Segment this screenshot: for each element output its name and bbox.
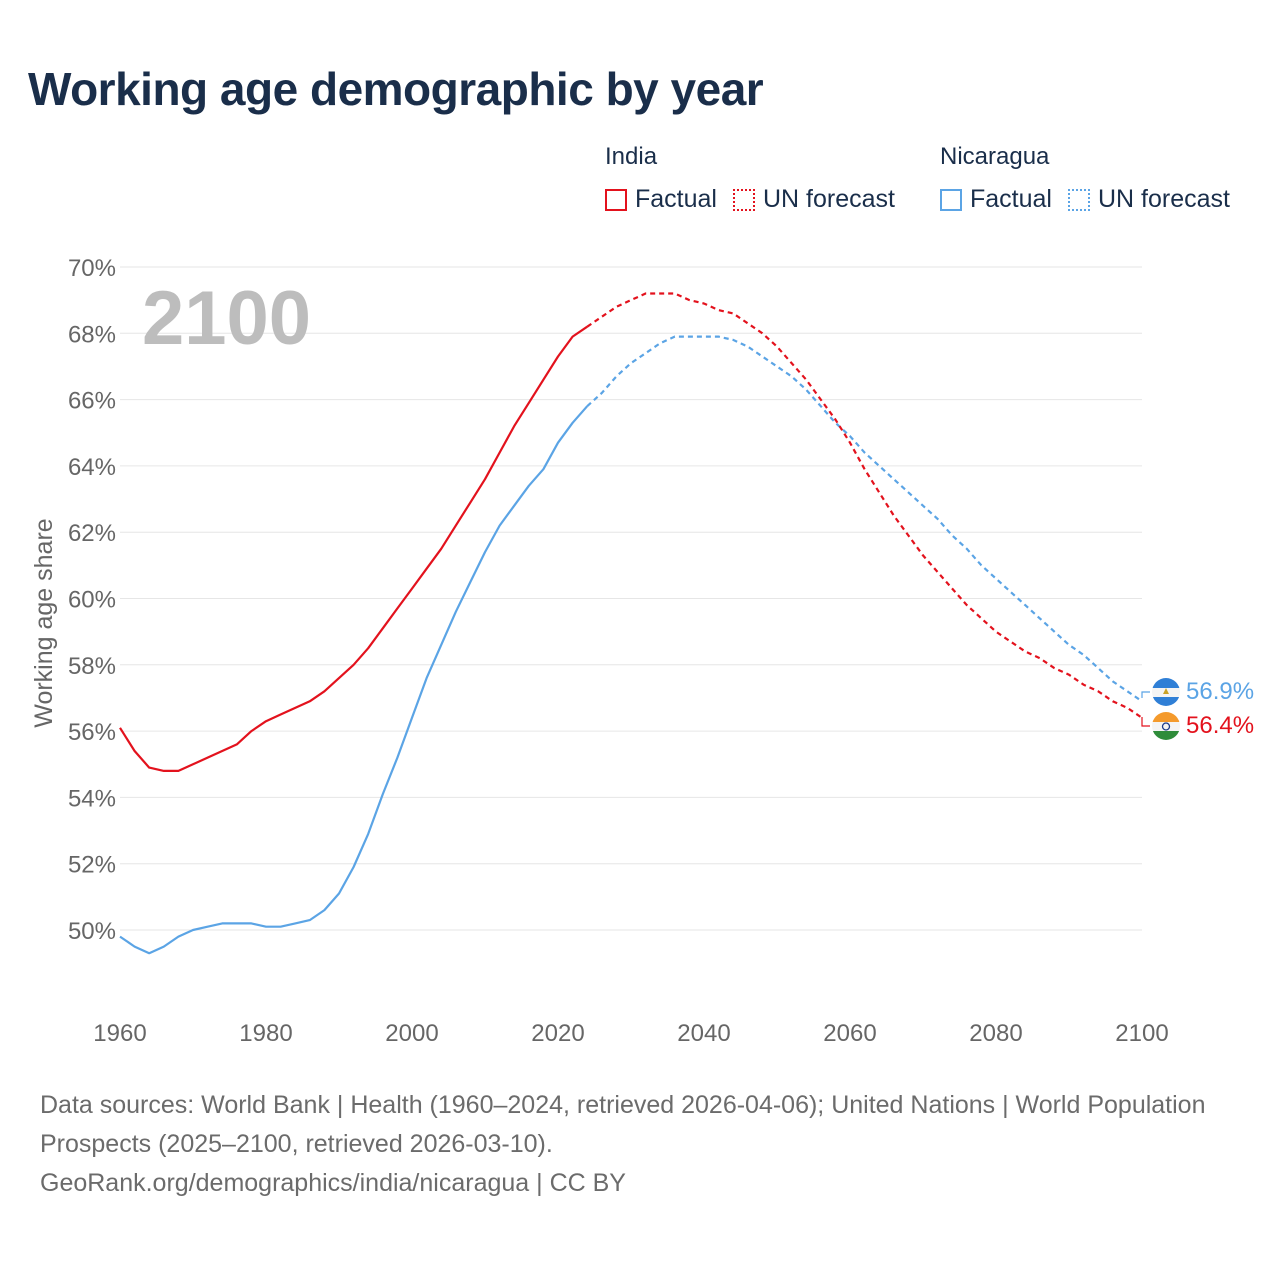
line-chart: 50%52%54%56%58%60%62%64%66%68%70% 1960 19… <box>30 255 1254 1047</box>
nicaragua-factual-line[interactable] <box>119 405 589 955</box>
nicaragua-flag-icon <box>1152 678 1180 706</box>
y-tick-label: 66% <box>68 388 116 415</box>
grid-lines <box>120 266 1142 931</box>
y-tick-label: 52% <box>68 852 116 879</box>
x-tick-label: 2000 <box>385 1020 438 1047</box>
series-lines <box>119 292 1143 955</box>
india-forecast-line[interactable] <box>586 292 1143 719</box>
attribution-link[interactable]: GeoRank.org/demographics/india/nicaragua… <box>40 1169 626 1197</box>
legend-swatch-dotted-icon <box>732 188 755 211</box>
y-tick-label: 56% <box>68 719 116 746</box>
legend-label: Factual <box>970 185 1052 213</box>
legend-swatch-solid-icon <box>605 188 627 211</box>
legend-nicaragua-forecast[interactable]: UN forecast <box>1067 185 1230 214</box>
y-tick-label: 64% <box>68 454 116 481</box>
legend-nicaragua-factual[interactable]: Factual <box>940 185 1052 214</box>
y-tick-label: 50% <box>68 918 116 945</box>
x-tick-label: 2080 <box>969 1020 1022 1047</box>
y-tick-label: 62% <box>68 520 116 547</box>
x-tick-label: 2020 <box>531 1020 584 1047</box>
legend-swatch-solid-icon <box>940 188 962 211</box>
legend-india-factual[interactable]: Factual <box>605 185 717 214</box>
data-sources: Data sources: World Bank | Health (1960–… <box>40 1086 1240 1203</box>
legend-label: UN forecast <box>1097 185 1230 213</box>
y-tick-label: 70% <box>68 255 116 282</box>
nicaragua-end-label: 56.9% <box>1186 678 1254 705</box>
x-axis-ticks: 1960 1980 2000 2020 2040 2060 2080 2100 <box>93 1020 1168 1047</box>
legend-group-name-india: India <box>605 143 658 170</box>
legend-group-name-nicaragua: Nicaragua <box>940 143 1050 170</box>
y-tick-label: 58% <box>68 653 116 680</box>
legend-group-india: India Factual UN forecast <box>605 143 911 214</box>
end-markers: 56.9% 56.4% <box>1141 678 1254 740</box>
y-tick-label: 54% <box>68 785 116 812</box>
sources-line: Data sources: World Bank | Health (1960–… <box>40 1091 1206 1158</box>
india-connector <box>1141 717 1150 727</box>
y-tick-label: 68% <box>68 321 116 348</box>
legend-group-nicaragua: Nicaragua Factual UN forecast <box>940 143 1230 214</box>
legend-label: UN forecast <box>762 185 895 213</box>
legend-india-forecast[interactable]: UN forecast <box>732 185 895 214</box>
nicaragua-connector <box>1141 691 1150 698</box>
x-tick-label: 2060 <box>823 1020 876 1047</box>
y-axis-ticks: 50% 52% 54% 56% 58% 60% 62% 64% 66% 68% 70% <box>68 255 116 945</box>
legend-label: Factual <box>635 185 717 213</box>
india-factual-line[interactable] <box>119 325 588 772</box>
x-tick-label: 2100 <box>1115 1020 1168 1047</box>
y-tick-label: 60% <box>68 587 116 614</box>
x-tick-label: 1960 <box>93 1020 146 1047</box>
x-tick-label: 1980 <box>239 1020 292 1047</box>
year-watermark: 2100 <box>142 276 311 361</box>
chart-title: Working age demographic by year <box>28 63 764 115</box>
india-flag-icon <box>1152 712 1180 740</box>
x-tick-label: 2040 <box>677 1020 730 1047</box>
nicaragua-forecast-line[interactable] <box>586 335 1143 703</box>
y-axis-label: Working age share <box>30 518 58 727</box>
india-end-label: 56.4% <box>1186 712 1254 739</box>
legend-swatch-dotted-icon <box>1067 188 1090 211</box>
